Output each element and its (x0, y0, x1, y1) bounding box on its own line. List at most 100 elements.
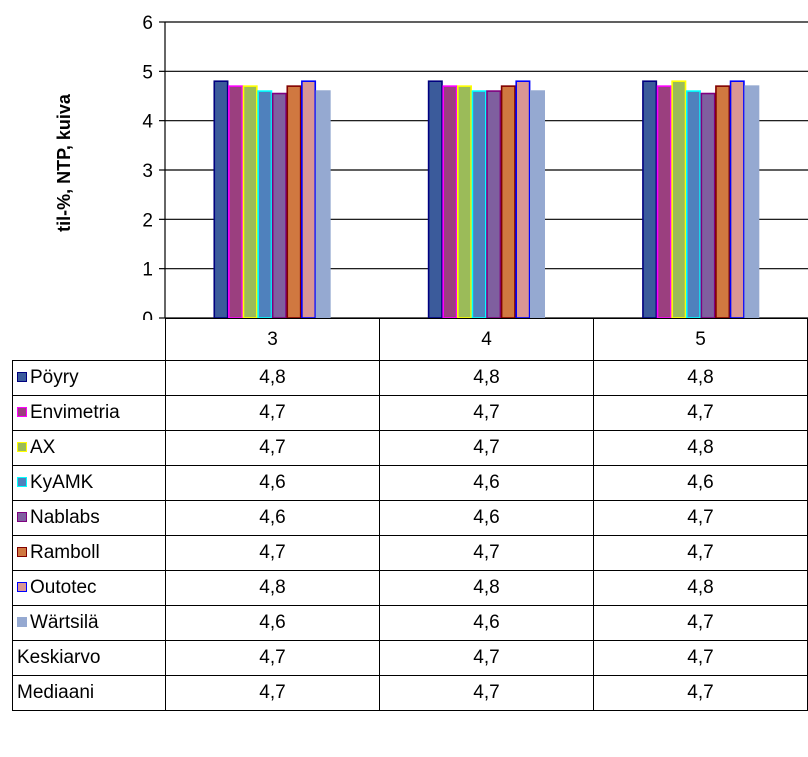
bar-ramboll (715, 85, 731, 319)
data-cell: 4,6 (165, 465, 380, 501)
series-name: Keskiarvo (17, 647, 101, 668)
data-cell: 4,7 (592, 535, 808, 571)
bar-pöyry (213, 80, 229, 319)
table-row: Envimetria 4,7 4,7 4,7 (11, 395, 808, 431)
data-cell: 4,7 (165, 430, 380, 466)
y-tick-label: 3 (142, 161, 153, 182)
series-name: Wärtsilä (30, 612, 99, 633)
data-cell: 4,8 (592, 570, 808, 606)
bar-ax (242, 85, 258, 319)
bar-kyamk (685, 90, 701, 319)
bar-kyamk (471, 90, 487, 319)
data-cell: 4,7 (165, 640, 380, 676)
series-name: Ramboll (30, 542, 100, 563)
y-tick-label: 0 (142, 309, 153, 320)
data-cell: 4,7 (379, 395, 594, 431)
table-row: Mediaani 4,7 4,7 4,7 (11, 675, 808, 711)
series-name: Mediaani (17, 682, 95, 703)
data-cell: 4,7 (592, 675, 808, 711)
bar-outotec (729, 80, 745, 319)
data-cell: 4,6 (165, 605, 380, 641)
data-cell: 4,7 (592, 640, 808, 676)
legend-key (17, 407, 27, 417)
legend-key (17, 547, 27, 557)
category-label: 3 (165, 318, 380, 361)
series-name: KyAMK (30, 472, 94, 493)
data-cell: 4,7 (165, 535, 380, 571)
legend-key (17, 512, 27, 522)
data-cell: 4,6 (592, 465, 808, 501)
series-label: Mediaani (11, 675, 167, 711)
bar-nablabs (486, 90, 502, 319)
series-label: Wärtsilä (11, 605, 167, 641)
series-label: Outotec (11, 570, 167, 606)
data-cell: 4,8 (379, 570, 594, 606)
series-name: Nablabs (30, 507, 100, 528)
data-cell: 4,7 (592, 395, 808, 431)
data-cell: 4,7 (379, 675, 594, 711)
table-row: Keskiarvo 4,7 4,7 4,7 (11, 640, 808, 676)
data-cell: 4,7 (379, 430, 594, 466)
table-row: Outotec 4,8 4,8 4,8 (11, 570, 808, 606)
data-cell: 4,7 (379, 640, 594, 676)
chart-plot: 0 1 2 3 4 5 6 til-%, NTP, kuiva (54, 13, 808, 320)
data-cell: 4,6 (379, 465, 594, 501)
bar-envimetria (228, 85, 244, 319)
series-label: Keskiarvo (11, 640, 167, 676)
data-cell: 4,7 (165, 675, 380, 711)
y-tick-label: 1 (142, 260, 153, 281)
table-corner (12, 318, 167, 361)
legend-key (17, 477, 27, 487)
bar-envimetria (442, 85, 458, 319)
bar-nablabs (700, 92, 716, 319)
y-tick-label: 2 (142, 210, 153, 231)
data-table: 3 4 5 Pöyry 4,8 4,8 4,8 Envimetria 4,7 4,7 4,7 AX 4,… (11, 318, 808, 711)
table-row: Pöyry 4,8 4,8 4,8 (11, 360, 808, 396)
y-axis-label: til-%, NTP, kuiva (54, 93, 74, 232)
legend-key (17, 617, 27, 627)
series-name: Outotec (30, 577, 97, 598)
series-label: KyAMK (11, 465, 167, 501)
bar-envimetria (656, 85, 672, 319)
series-label: Pöyry (11, 360, 167, 396)
bar-outotec (515, 80, 531, 319)
category-label: 4 (379, 318, 594, 361)
bar-nablabs (271, 92, 287, 319)
bar-pöyry (427, 80, 443, 319)
data-cell: 4,8 (592, 360, 808, 396)
bar-wärtsilä (744, 85, 760, 319)
data-cell: 4,8 (379, 360, 594, 396)
legend-key (17, 442, 27, 452)
series-label: Nablabs (11, 500, 167, 536)
bar-pöyry (642, 80, 658, 319)
bar-wärtsilä (529, 90, 545, 319)
data-cell: 4,6 (379, 500, 594, 536)
table-row: Ramboll 4,7 4,7 4,7 (11, 535, 808, 571)
legend-key (17, 582, 27, 592)
category-label: 5 (592, 318, 808, 361)
series-label: Ramboll (11, 535, 167, 571)
data-cell: 4,8 (165, 360, 380, 396)
table-row: AX 4,7 4,7 4,8 (11, 430, 808, 466)
y-tick-label: 4 (142, 112, 153, 133)
series-name: Pöyry (30, 367, 79, 388)
series-name: AX (30, 437, 56, 458)
series-label: AX (11, 430, 167, 466)
data-cell: 4,6 (165, 500, 380, 536)
data-cell: 4,8 (592, 430, 808, 466)
data-cell: 4,7 (592, 605, 808, 641)
bar-ax (671, 80, 687, 319)
table-row: KyAMK 4,6 4,6 4,6 (11, 465, 808, 501)
table-row: Wärtsilä 4,6 4,6 4,7 (11, 605, 808, 641)
bar-kyamk (257, 90, 273, 319)
bar-ramboll (500, 85, 516, 319)
data-cell: 4,7 (379, 535, 594, 571)
legend-key (17, 372, 27, 382)
series-label: Envimetria (11, 395, 167, 431)
data-cell: 4,7 (592, 500, 808, 536)
data-cell: 4,6 (379, 605, 594, 641)
series-name: Envimetria (30, 402, 120, 423)
y-tick-label: 5 (142, 62, 153, 83)
bar-ramboll (286, 85, 302, 319)
